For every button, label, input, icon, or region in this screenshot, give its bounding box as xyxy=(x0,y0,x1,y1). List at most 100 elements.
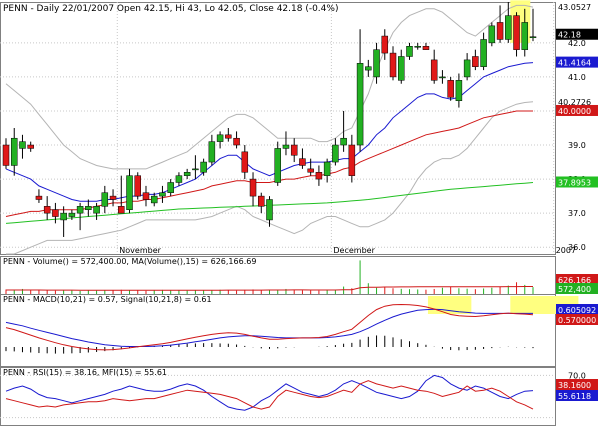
candle-body xyxy=(290,144,298,156)
macd-highlight xyxy=(427,296,472,314)
candle-body xyxy=(159,192,166,197)
month-label: December xyxy=(333,246,375,255)
volume-ma-line xyxy=(6,286,533,291)
rsi-panel: 70.038.1600 55.6118 xyxy=(0,367,598,426)
candle-body xyxy=(192,168,199,171)
candle-body xyxy=(340,137,347,146)
volume-value-label: 572,400 xyxy=(558,285,591,294)
volume-value-label-bg xyxy=(556,283,598,294)
price-value-label-bg xyxy=(556,28,598,40)
candle-body xyxy=(348,144,356,176)
candle-body xyxy=(299,158,306,166)
candle-body xyxy=(447,80,454,98)
candle-body xyxy=(406,46,413,57)
candle-body xyxy=(373,49,380,78)
price-value-label-bg xyxy=(556,1,598,13)
bollinger-upper xyxy=(5,4,534,170)
candle-body xyxy=(430,59,438,81)
candle-body xyxy=(398,56,405,81)
candle-body xyxy=(529,36,537,39)
price-panel: 42.041.040.039.038.037.036.0NovemberDece… xyxy=(0,0,598,255)
price-tick-label: 36.0 xyxy=(568,243,586,252)
candle-body xyxy=(200,161,207,173)
candle-body xyxy=(365,66,372,71)
candle-body xyxy=(167,182,174,193)
price-value-label: 40.2726 xyxy=(558,98,591,107)
candle-body xyxy=(389,52,397,78)
price-tick-label: 41.0 xyxy=(568,73,586,82)
candle-body xyxy=(134,175,141,197)
candle-body xyxy=(381,35,389,54)
candle-body xyxy=(93,206,100,214)
candle-body xyxy=(68,212,76,217)
mfi-value-label: 55.6118 xyxy=(558,392,591,401)
candle-body xyxy=(150,195,158,204)
macd-signal-label-bg xyxy=(556,304,598,315)
candle-body xyxy=(142,192,150,200)
candle-body xyxy=(307,168,314,173)
candle-body xyxy=(109,195,117,200)
candle-body xyxy=(480,39,487,67)
candle-body xyxy=(183,172,191,176)
candle-body xyxy=(505,15,512,40)
price-header: PENN - Daily 22/01/2007 Open 42.15, Hi 4… xyxy=(3,4,338,14)
candle-body xyxy=(52,209,59,217)
month-label: November xyxy=(119,246,161,255)
rsi-value-label-bg xyxy=(556,379,598,390)
candle-body xyxy=(439,76,446,79)
candle-body xyxy=(208,141,216,163)
macd-line xyxy=(5,303,534,351)
price-value-label-bg xyxy=(556,176,598,188)
candle-body xyxy=(274,148,281,183)
candle-body xyxy=(315,172,323,180)
volume-header: PENN - Volume() = 572,400.00, MA(Volume(… xyxy=(3,257,256,266)
candle-body xyxy=(422,46,430,50)
bollinger-lower xyxy=(6,101,534,255)
candle-body xyxy=(241,151,249,173)
rsi-frame xyxy=(0,367,556,426)
macd-value-label: 0.570000 xyxy=(558,316,596,325)
candle-body xyxy=(2,144,10,166)
candle-body xyxy=(85,206,92,210)
candle-body xyxy=(216,134,224,142)
candle-body xyxy=(60,212,67,221)
candle-body xyxy=(414,46,421,48)
macd-signal-label: 0.605092 xyxy=(558,306,596,315)
price-value-label: 43.0527 xyxy=(558,3,591,12)
candle-body xyxy=(10,137,18,166)
price-value-label-bg xyxy=(556,56,598,68)
price-value-label: 42.18 xyxy=(558,31,581,40)
candle-body xyxy=(266,199,273,221)
candle-body xyxy=(488,25,496,44)
macd-signal-line xyxy=(5,308,533,347)
candle-body xyxy=(35,195,43,200)
candle-body xyxy=(27,144,34,149)
rsi-value-label: 38.1600 xyxy=(558,381,591,390)
candle-body xyxy=(463,59,471,78)
mfi-line xyxy=(5,374,534,411)
macd-header: PENN - MACD(10,21) = 0.57, Signal(10,21,… xyxy=(3,295,212,304)
rsi-header: PENN - RSI(15) = 38.16, MFI(15) = 55.61 xyxy=(3,368,167,377)
price-value-label-bg xyxy=(556,104,598,116)
price-tick-label: 42.0 xyxy=(568,39,586,48)
mfi-value-label-bg xyxy=(556,390,598,401)
macd-frame xyxy=(0,294,556,367)
candle-body xyxy=(249,178,257,197)
ma-blue-line xyxy=(5,62,534,202)
rsi-line xyxy=(5,380,534,410)
candle-body xyxy=(225,134,232,139)
price-value-label: 41.4164 xyxy=(558,59,591,68)
price-tick-label: 39.0 xyxy=(568,141,586,150)
candle-body xyxy=(496,22,504,40)
price-value-label: 40.0000 xyxy=(558,107,591,116)
candle-body xyxy=(175,175,183,183)
candle-body xyxy=(472,56,479,67)
candle-body xyxy=(19,141,26,149)
candle-body xyxy=(258,195,265,207)
candle-body xyxy=(233,137,240,146)
price-value-label-bg xyxy=(556,95,598,107)
